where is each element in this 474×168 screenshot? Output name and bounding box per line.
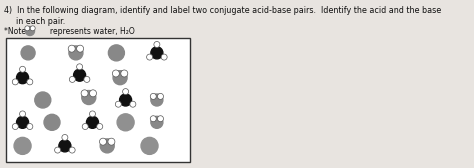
Circle shape — [68, 45, 75, 52]
Circle shape — [35, 92, 51, 108]
Circle shape — [161, 54, 167, 60]
Text: *Note:         represents water, H₂O: *Note: represents water, H₂O — [4, 27, 135, 36]
Circle shape — [150, 116, 156, 122]
Circle shape — [117, 114, 134, 131]
Circle shape — [19, 66, 26, 72]
Circle shape — [108, 138, 115, 145]
Circle shape — [73, 69, 86, 81]
Circle shape — [27, 123, 33, 130]
Circle shape — [146, 54, 153, 60]
Circle shape — [17, 72, 28, 84]
Circle shape — [59, 140, 71, 152]
Circle shape — [12, 123, 18, 130]
Circle shape — [115, 101, 121, 107]
Circle shape — [121, 70, 128, 77]
Circle shape — [62, 134, 68, 140]
Circle shape — [151, 94, 163, 106]
Circle shape — [151, 47, 163, 59]
Circle shape — [44, 114, 60, 130]
Circle shape — [77, 45, 83, 52]
Circle shape — [112, 70, 119, 77]
Circle shape — [130, 101, 136, 107]
Bar — [6, 38, 190, 162]
Circle shape — [26, 27, 35, 35]
Circle shape — [150, 93, 156, 99]
Circle shape — [21, 46, 35, 60]
Circle shape — [69, 46, 83, 60]
Circle shape — [90, 111, 95, 117]
Circle shape — [119, 94, 132, 106]
Circle shape — [12, 79, 18, 85]
Circle shape — [154, 41, 160, 48]
Circle shape — [157, 116, 164, 122]
Circle shape — [69, 76, 75, 82]
Circle shape — [151, 116, 163, 128]
Circle shape — [157, 93, 164, 99]
Circle shape — [84, 76, 90, 82]
Text: 4)  In the following diagram, identify and label two conjugate acid-base pairs. : 4) In the following diagram, identify an… — [4, 6, 441, 15]
Circle shape — [19, 111, 26, 117]
Circle shape — [97, 123, 103, 130]
Circle shape — [77, 64, 82, 70]
Circle shape — [90, 90, 97, 97]
Circle shape — [25, 26, 30, 31]
Circle shape — [69, 147, 75, 153]
Circle shape — [86, 116, 99, 128]
Circle shape — [113, 71, 127, 85]
Circle shape — [100, 138, 107, 145]
Circle shape — [141, 137, 158, 154]
Circle shape — [100, 139, 114, 153]
Circle shape — [123, 89, 128, 95]
Circle shape — [82, 123, 88, 130]
Circle shape — [27, 79, 33, 85]
Circle shape — [14, 137, 31, 154]
Circle shape — [55, 147, 61, 153]
Circle shape — [30, 26, 35, 31]
Circle shape — [82, 91, 96, 104]
Circle shape — [81, 90, 88, 97]
Circle shape — [109, 45, 124, 61]
Text: in each pair.: in each pair. — [16, 17, 65, 26]
Circle shape — [17, 116, 28, 128]
